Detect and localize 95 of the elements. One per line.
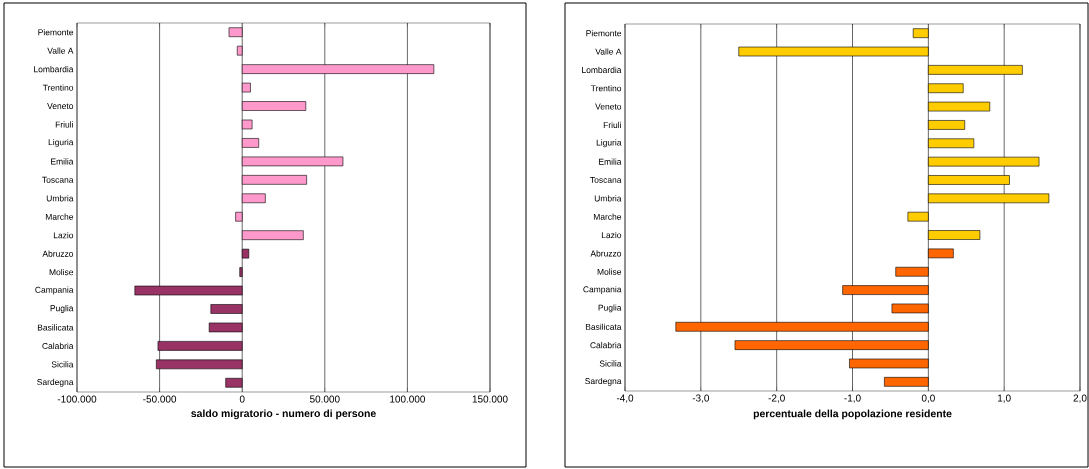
bar <box>235 211 243 222</box>
x-tick-label: -2,0 <box>768 394 785 403</box>
y-tick-label: Sardegna <box>37 378 74 387</box>
bar <box>241 193 266 204</box>
bar <box>912 28 929 38</box>
bar <box>241 119 253 130</box>
y-tick-label: Veneto <box>47 103 74 109</box>
bar <box>891 303 929 314</box>
y-tick-label: Campania <box>583 286 622 295</box>
y-tick-label: Friuli <box>55 121 73 128</box>
bar <box>675 321 929 332</box>
y-tick-label: Trentino <box>590 85 622 92</box>
bar <box>928 230 981 240</box>
y-tick-label: Abruzzo <box>42 250 74 257</box>
x-axis-title: percentuale della popolazione residente <box>753 409 952 420</box>
y-tick-label: Sardegna <box>585 377 622 386</box>
bar <box>225 377 243 388</box>
x-tick-label: 50.000 <box>309 395 340 403</box>
x-tick-label: 0,0 <box>921 394 935 403</box>
bar <box>241 156 344 167</box>
bar <box>884 377 929 387</box>
bar <box>210 304 243 314</box>
bar <box>928 120 966 130</box>
y-tick-label: Valle A <box>47 47 74 54</box>
y-tick-label: Molise <box>49 268 74 276</box>
y-tick-label: Campania <box>35 286 74 295</box>
bar <box>907 211 929 222</box>
x-tick-label: -50.000 <box>143 395 177 403</box>
bar <box>241 64 435 74</box>
bar <box>134 285 243 296</box>
y-tick-label: Basilicata <box>37 324 74 331</box>
y-tick-label: Marche <box>45 213 74 220</box>
bar <box>241 101 307 111</box>
bar <box>208 322 243 333</box>
bar <box>241 248 250 259</box>
x-tick-label: 2,0 <box>1073 394 1087 403</box>
y-tick-label: Umbria <box>594 195 622 202</box>
y-tick-label: Toscana <box>42 176 74 183</box>
x-tick-label: 150.000 <box>472 395 508 403</box>
bar <box>928 156 1040 167</box>
y-tick-label: Emilia <box>599 158 622 165</box>
y-tick-label: Veneto <box>595 103 622 110</box>
bar <box>928 138 975 149</box>
y-tick-label: Umbria <box>46 195 74 202</box>
y-tick-label: Emilia <box>51 158 74 165</box>
bar <box>849 358 929 369</box>
bar <box>156 359 243 370</box>
x-tick-label: -3,0 <box>692 394 710 403</box>
bar <box>928 83 964 94</box>
bar <box>895 266 929 277</box>
y-tick-label: Lazio <box>53 232 74 239</box>
x-tick-label: 0 <box>239 395 245 403</box>
y-tick-label: Lombardia <box>34 66 74 73</box>
y-tick-label: Liguria <box>48 138 74 147</box>
x-tick-label: -100.000 <box>57 395 97 403</box>
y-tick-label: Liguria <box>596 139 622 148</box>
x-axis-title: saldo migratorio - numero di persone <box>191 409 376 420</box>
x-tick-label: 1,0 <box>998 394 1011 403</box>
y-tick-label: Piemonte <box>586 30 622 37</box>
bar <box>241 175 307 185</box>
y-tick-label: Sicilia <box>51 361 74 368</box>
y-tick-label: Puglia <box>598 304 622 313</box>
x-tick-label: -4,0 <box>616 394 634 403</box>
bar <box>734 340 929 350</box>
bar <box>228 27 243 38</box>
y-tick-label: Lazio <box>601 231 622 239</box>
y-tick-label: Friuli <box>603 121 621 129</box>
bar <box>236 45 243 56</box>
bar <box>239 267 243 277</box>
bar <box>928 175 1010 185</box>
y-tick-label: Piemonte <box>38 29 74 36</box>
bar <box>928 101 991 112</box>
bar <box>738 46 929 57</box>
y-tick-label: Molise <box>597 268 622 275</box>
y-tick-label: Puglia <box>50 305 74 313</box>
y-tick-label: Calabria <box>42 342 74 349</box>
bar <box>928 193 1050 204</box>
bar <box>928 65 1023 75</box>
y-tick-label: Sicilia <box>599 360 622 367</box>
y-tick-label: Valle A <box>595 48 622 55</box>
bar <box>241 82 251 93</box>
x-tick-label: 100.000 <box>390 395 426 403</box>
x-tick-label: -1,0 <box>844 394 861 403</box>
y-tick-label: Lombardia <box>582 66 622 73</box>
y-tick-label: Trentino <box>42 84 74 91</box>
y-tick-label: Abruzzo <box>590 250 622 257</box>
bar <box>157 341 243 351</box>
y-tick-label: Basilicata <box>585 323 622 330</box>
bar <box>842 285 929 295</box>
bar <box>928 248 954 259</box>
y-tick-label: Marche <box>593 213 622 220</box>
bar <box>241 138 260 148</box>
bar <box>241 230 304 240</box>
y-tick-label: Calabria <box>590 342 622 349</box>
y-tick-label: Toscana <box>590 177 622 183</box>
